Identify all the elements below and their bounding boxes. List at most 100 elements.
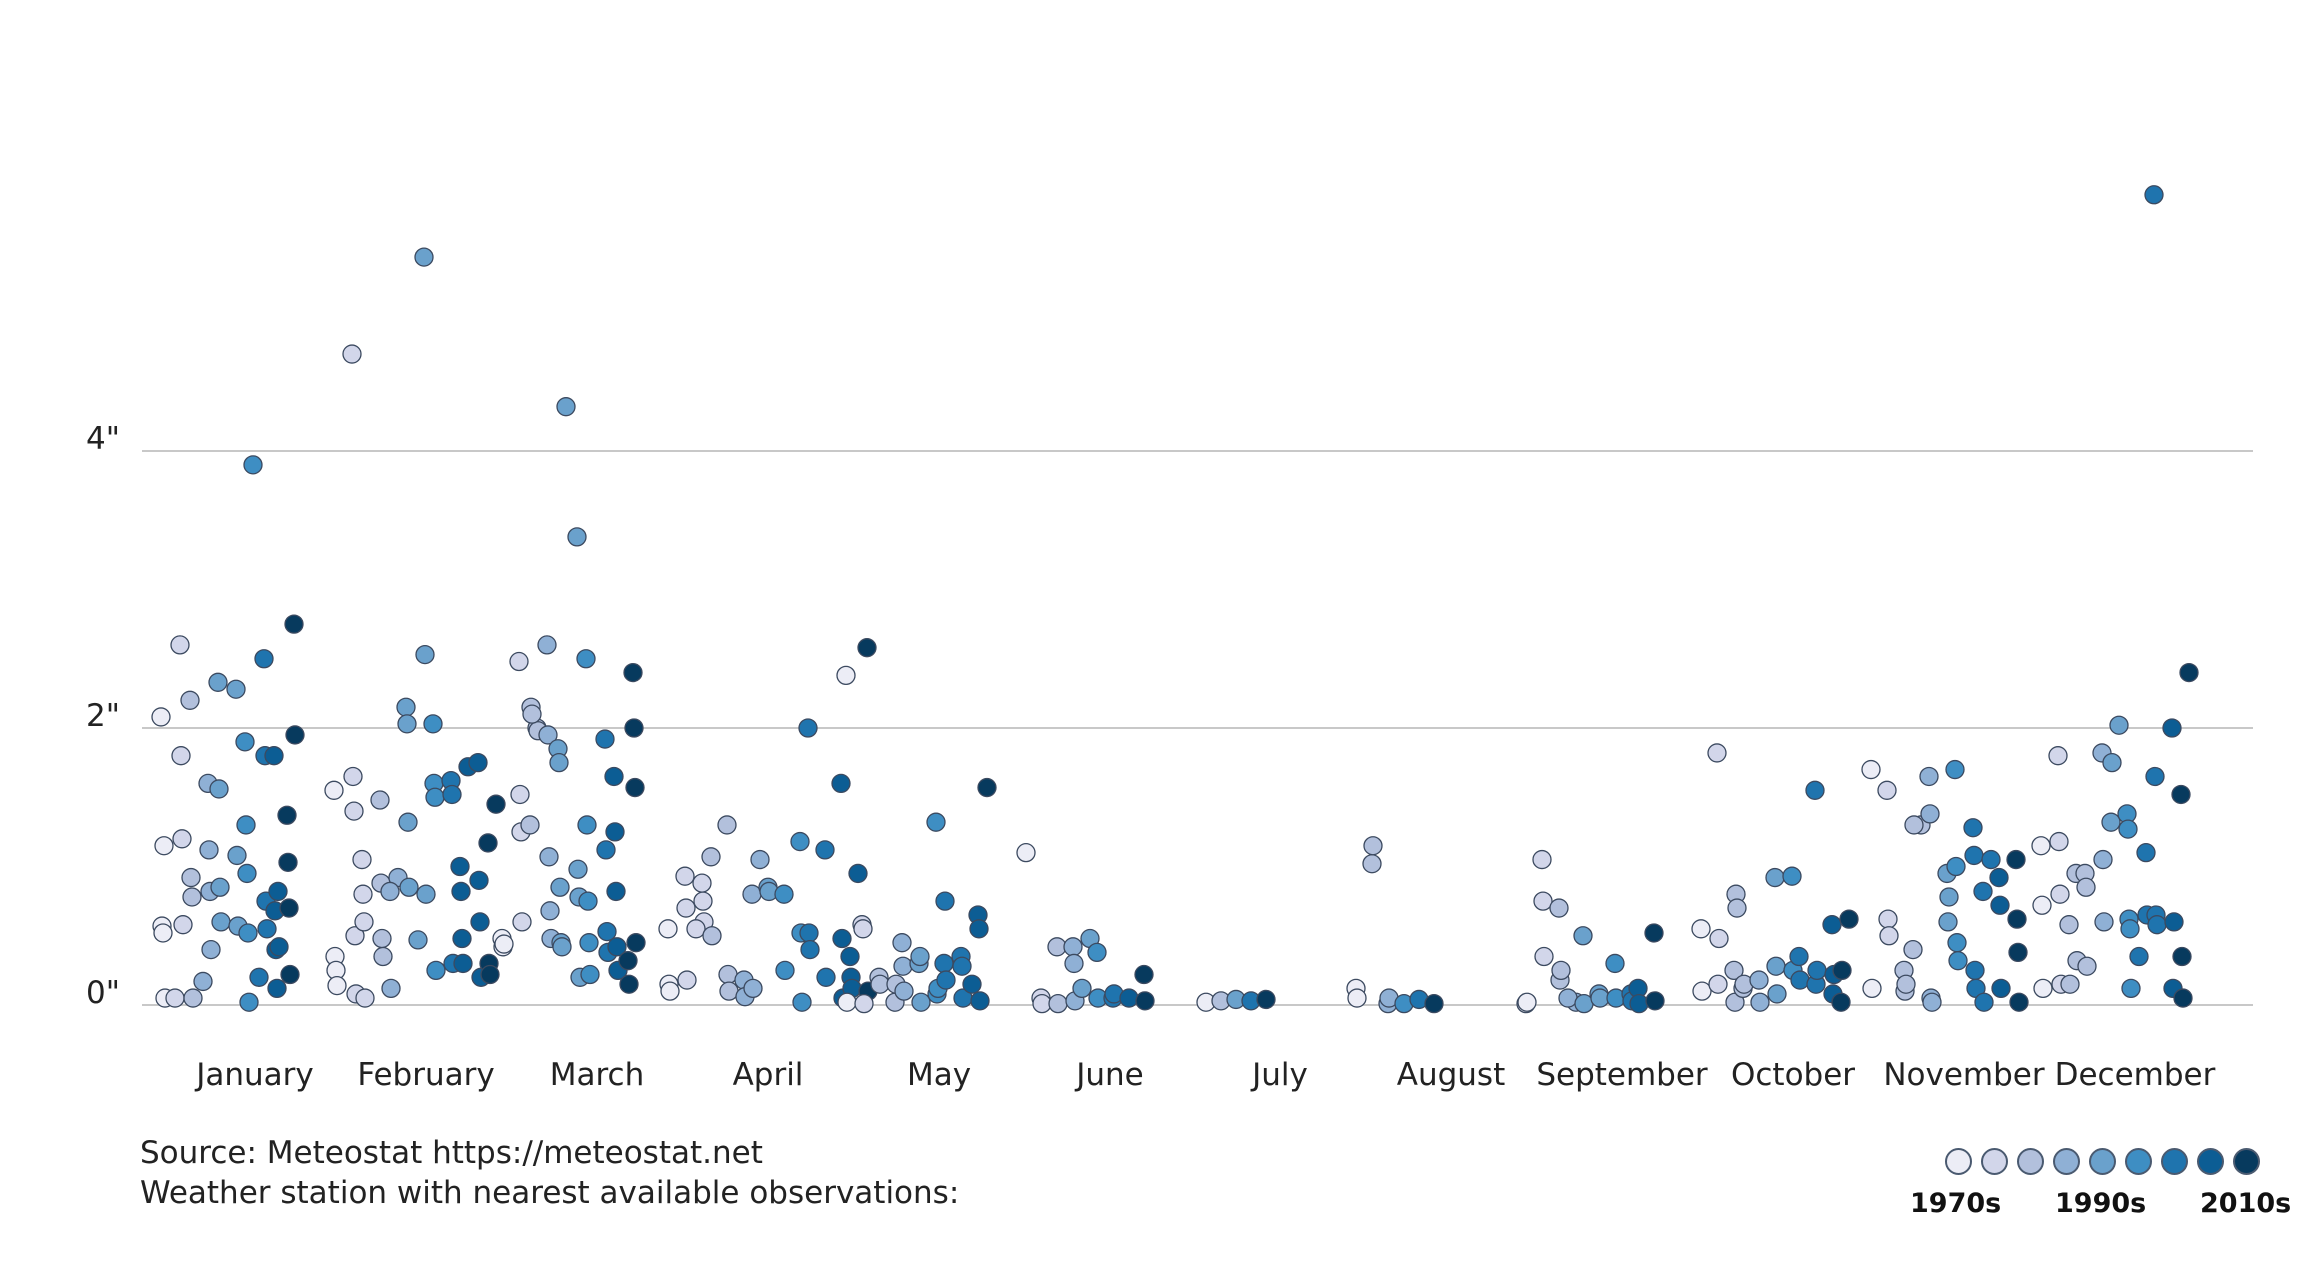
x-tick-label-october: October xyxy=(1731,1057,1855,1093)
point-april xyxy=(676,898,696,918)
point-november xyxy=(1991,978,2011,999)
legend-dot-2010s xyxy=(2233,1148,2260,1175)
point-february xyxy=(353,884,373,904)
point-december xyxy=(2129,946,2149,967)
point-february xyxy=(423,714,443,734)
point-september xyxy=(1532,849,1552,870)
point-november xyxy=(1877,780,1897,800)
point-january xyxy=(280,964,300,985)
point-march xyxy=(607,937,627,957)
point-january xyxy=(279,898,299,918)
point-december xyxy=(2077,956,2097,976)
point-march xyxy=(576,649,596,669)
point-november xyxy=(1945,759,1965,780)
point-october xyxy=(1749,970,1769,990)
point-april xyxy=(675,866,695,886)
point-december xyxy=(2173,988,2193,1008)
station-note-text: Weather station with nearest available o… xyxy=(140,1175,960,1211)
point-june xyxy=(1063,937,1083,957)
point-february xyxy=(370,790,390,810)
point-december xyxy=(2109,715,2129,735)
point-december xyxy=(2076,877,2096,897)
point-may xyxy=(892,933,912,953)
point-february xyxy=(398,812,418,832)
point-january xyxy=(267,978,287,999)
point-september xyxy=(1590,988,1610,1008)
y-tick-label: 2" xyxy=(86,698,120,734)
x-tick-label-march: March xyxy=(550,1057,645,1093)
point-november xyxy=(1861,759,1881,780)
point-january xyxy=(238,923,258,943)
point-october xyxy=(1709,928,1729,949)
point-february xyxy=(408,930,428,950)
point-april xyxy=(792,992,812,1012)
point-december xyxy=(2032,895,2052,915)
point-may xyxy=(936,970,956,990)
point-november xyxy=(1974,992,1994,1012)
point-october xyxy=(1832,960,1852,981)
point-november xyxy=(1896,974,1916,994)
point-january xyxy=(165,988,185,1008)
point-october xyxy=(1789,946,1809,967)
legend-dot-1980s xyxy=(2017,1148,2044,1175)
point-january xyxy=(268,881,288,902)
source-text: Source: Meteostat https://meteostat.net xyxy=(140,1135,763,1171)
point-march xyxy=(550,877,570,897)
y-tick-label: 0" xyxy=(86,975,120,1011)
point-october xyxy=(1707,743,1727,763)
point-february xyxy=(342,344,362,364)
point-december xyxy=(2059,915,2079,935)
point-october xyxy=(1839,909,1859,929)
point-october xyxy=(1831,992,1851,1012)
point-october xyxy=(1822,915,1842,935)
legend-dot-1995s xyxy=(2125,1148,2152,1175)
point-january xyxy=(209,779,229,799)
point-march xyxy=(537,635,557,655)
point-april xyxy=(717,815,737,835)
point-november xyxy=(1989,867,2009,888)
point-october xyxy=(1708,974,1728,994)
point-april xyxy=(774,884,794,904)
point-september xyxy=(1573,926,1593,946)
x-tick-label-august: August xyxy=(1397,1057,1506,1093)
point-january xyxy=(153,923,173,943)
point-december xyxy=(2093,849,2113,870)
point-march xyxy=(596,840,616,860)
point-april xyxy=(718,964,738,985)
point-june xyxy=(1072,978,1092,999)
point-december xyxy=(2172,946,2192,967)
point-march xyxy=(494,934,514,954)
point-may xyxy=(910,946,930,967)
point-january xyxy=(211,912,231,932)
point-february xyxy=(450,856,470,877)
point-march xyxy=(556,397,576,417)
point-december xyxy=(2048,746,2068,766)
point-november xyxy=(1973,881,1993,902)
point-december xyxy=(2101,812,2121,832)
point-january xyxy=(236,815,256,835)
point-june xyxy=(1016,843,1036,863)
point-february xyxy=(396,697,416,717)
point-january xyxy=(180,690,200,710)
point-september xyxy=(1629,993,1649,1014)
point-january xyxy=(235,732,255,752)
point-may xyxy=(894,981,914,1001)
point-november xyxy=(1947,933,1967,953)
y-tick-label: 4" xyxy=(86,421,120,457)
point-april xyxy=(832,928,852,949)
point-february xyxy=(426,960,446,981)
x-tick-label-november: November xyxy=(1883,1057,2045,1093)
point-april xyxy=(800,939,820,960)
point-april xyxy=(750,849,770,870)
point-may xyxy=(836,665,856,686)
point-february xyxy=(343,766,363,787)
point-february xyxy=(486,794,506,814)
point-february xyxy=(354,912,374,932)
legend-label-1970s: 1970s xyxy=(1910,1188,2002,1219)
point-march xyxy=(579,933,599,953)
point-february xyxy=(381,978,401,999)
point-december xyxy=(2033,978,2053,999)
point-may xyxy=(935,891,955,911)
point-january xyxy=(172,829,192,849)
point-december xyxy=(2164,912,2184,932)
